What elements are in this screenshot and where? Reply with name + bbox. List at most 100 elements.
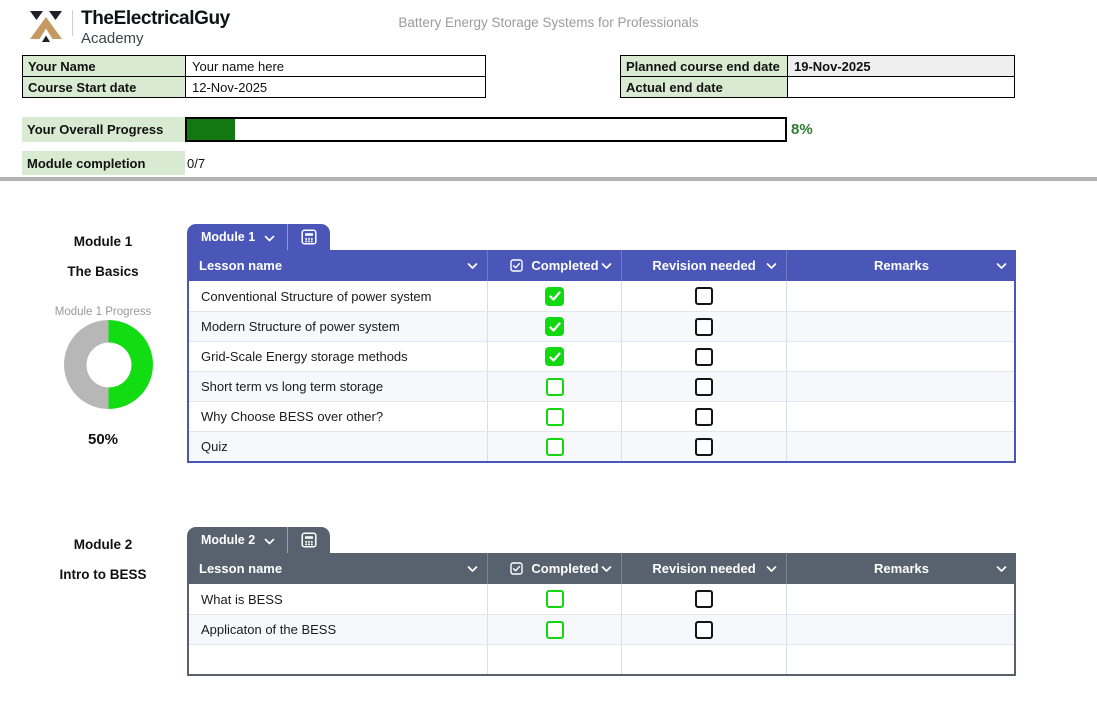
completed-checkbox[interactable] [545,437,564,456]
revision-needed-checkbox[interactable] [695,437,713,456]
completed-checkbox[interactable] [545,377,564,396]
completed-cell [487,402,621,431]
chevron-down-icon[interactable] [996,262,1007,269]
column-header-completed[interactable]: Completed [487,250,621,281]
chevron-down-icon[interactable] [264,533,275,548]
chevron-down-icon[interactable] [766,565,777,572]
planned-end-date-field[interactable]: 19-Nov-2025 [788,56,1014,76]
overall-progress-percent: 8% [791,121,813,138]
column-header-completed[interactable]: Completed [487,553,621,584]
table-tools-button[interactable] [288,224,330,250]
table-row: Why Choose BESS over other? [189,401,1014,431]
module-completion-value: 0/7 [187,155,206,171]
actual-end-date-field[interactable] [788,77,1014,97]
module-tab[interactable]: Module 2 [187,527,331,553]
completed-cell [487,645,621,674]
donut-hole [86,342,131,387]
column-header-revision-needed[interactable]: Revision needed [621,250,786,281]
module-progress-donut-chart [64,320,153,409]
remarks-cell[interactable] [786,402,1014,431]
course-start-date-label: Course Start date [23,77,186,97]
module-progress-percent: 50% [87,431,119,448]
remarks-cell[interactable] [786,342,1014,371]
chevron-down-icon[interactable] [766,262,777,269]
column-header-lesson-name[interactable]: Lesson name [187,553,487,584]
lesson-name-cell[interactable]: Conventional Structure of power system [201,288,432,304]
lesson-name-cell[interactable]: Grid-Scale Energy storage methods [201,349,408,364]
table-tools-button[interactable] [288,527,330,553]
brand-logo: TheElectricalGuy Academy [28,9,230,47]
remarks-cell[interactable] [786,584,1014,614]
module-2-section: Module 2 Intro to BESS Module 2 Lesson n… [0,527,1097,727]
page-title: Battery Energy Storage Systems for Profe… [398,15,699,30]
column-header-lesson-name[interactable]: Lesson name [187,250,487,281]
table-row: Applicaton of the BESS [189,614,1014,644]
your-name-field[interactable]: Your name here [186,56,485,76]
brand-subname: Academy [81,29,144,47]
completed-checkbox[interactable] [545,286,564,306]
completed-cell [487,432,621,461]
table-row: What is BESS [189,584,1014,614]
completed-cell [487,312,621,341]
chevron-down-icon[interactable] [996,565,1007,572]
chevron-down-icon[interactable] [467,262,478,269]
overall-progress-fill [187,119,235,140]
module-tab[interactable]: Module 1 [187,224,331,250]
revision-needed-cell [621,281,786,311]
table-row: Short term vs long term storage [189,371,1014,401]
table-row: Quiz [189,431,1014,461]
completed-checkbox[interactable] [545,317,564,336]
lesson-name-cell[interactable]: Modern Structure of power system [201,319,400,334]
table-calculator-icon [301,229,317,245]
revision-needed-checkbox[interactable] [695,377,713,396]
revision-needed-checkbox[interactable] [695,347,713,366]
module-title: Intro to BESS [59,567,147,582]
completed-checkbox[interactable] [545,407,564,426]
table-calculator-icon [301,532,317,548]
lesson-name-cell[interactable]: Applicaton of the BESS [201,622,337,637]
remarks-cell[interactable] [786,281,1014,311]
revision-needed-checkbox[interactable] [695,317,713,336]
remarks-cell[interactable] [786,432,1014,461]
remarks-cell[interactable] [786,615,1014,644]
revision-needed-cell [621,372,786,401]
lesson-name-cell[interactable] [189,645,487,674]
chevron-down-icon[interactable] [467,565,478,572]
chevron-down-icon[interactable] [601,262,612,269]
column-header-label: Lesson name [199,561,283,576]
completed-cell [487,615,621,644]
completed-checkbox[interactable] [545,347,564,366]
lesson-name-cell[interactable]: What is BESS [201,591,283,607]
revision-needed-checkbox[interactable] [695,620,713,639]
column-header-revision-needed[interactable]: Revision needed [621,553,786,584]
chevron-down-icon[interactable] [601,565,612,572]
column-header-label: Lesson name [199,258,283,273]
table-body: What is BESS Applicaton of the BESS [187,584,1016,676]
revision-needed-checkbox[interactable] [695,407,713,426]
column-header-remarks[interactable]: Remarks [786,553,1016,584]
revision-needed-checkbox[interactable] [695,590,713,608]
lesson-name-cell[interactable]: Quiz [201,439,228,454]
lesson-name-cell[interactable]: Why Choose BESS over other? [201,409,384,424]
planned-end-date-label: Planned course end date [621,56,788,76]
completed-cell [487,342,621,371]
course-dates-table: Planned course end date 19-Nov-2025 Actu… [620,55,1015,98]
completed-cell [487,372,621,401]
overall-progress-bar [185,117,787,142]
column-header-remarks[interactable]: Remarks [786,250,1016,281]
revision-needed-checkbox[interactable] [695,287,713,305]
table-row: Conventional Structure of power system [189,281,1014,311]
remarks-cell[interactable] [786,645,1014,674]
module-tab-label: Module 2 [201,533,256,547]
remarks-cell[interactable] [786,312,1014,341]
completed-checkbox[interactable] [545,620,564,639]
table-row: Planned course end date 19-Nov-2025 [621,56,1014,76]
course-start-date-field[interactable]: 12-Nov-2025 [186,77,485,97]
table-body: Conventional Structure of power system Mo… [187,281,1016,463]
revision-needed-cell [621,615,786,644]
remarks-cell[interactable] [786,372,1014,401]
completed-checkbox[interactable] [545,590,564,608]
chevron-down-icon[interactable] [264,230,275,245]
completed-cell [487,584,621,614]
lesson-name-cell[interactable]: Short term vs long term storage [201,379,384,394]
